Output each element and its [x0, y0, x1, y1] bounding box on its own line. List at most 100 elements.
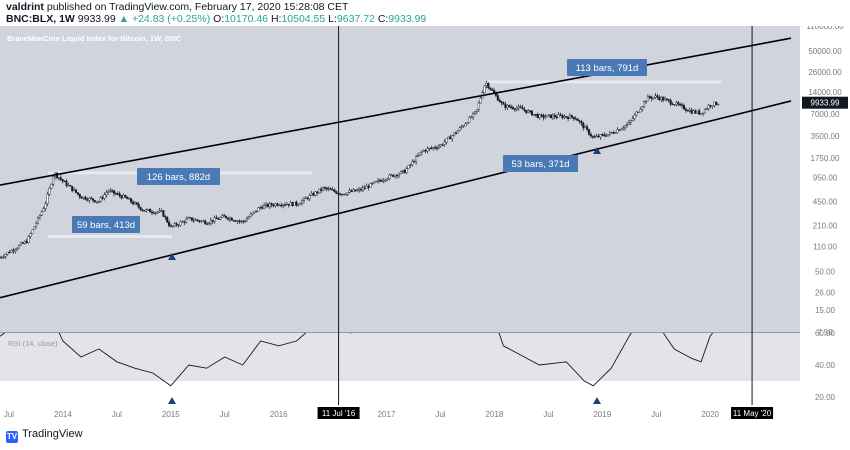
candle-body: [620, 128, 623, 131]
candle-body: [69, 185, 72, 187]
tradingview-logo[interactable]: TV TradingView: [6, 428, 83, 443]
candle-body: [276, 203, 279, 206]
candle-body: [158, 210, 161, 213]
candle-body: [415, 156, 418, 163]
candle-body: [71, 186, 74, 192]
candle-body: [601, 134, 604, 136]
candle-body: [417, 155, 420, 157]
candle-body: [261, 206, 264, 209]
candle-body: [500, 101, 503, 103]
candle-body: [259, 206, 262, 209]
candle-body: [310, 193, 313, 196]
candle-body: [443, 141, 446, 145]
candle-body: [350, 190, 353, 192]
time-marker-label: 11 Jul '16: [322, 409, 356, 418]
candle-body: [299, 203, 302, 205]
candle-body: [506, 105, 509, 108]
candle-body: [550, 114, 553, 119]
candle-body: [238, 220, 241, 222]
candle-body: [519, 106, 522, 108]
candle-body: [280, 204, 283, 207]
rsi-axis-tick: 60.00: [815, 329, 836, 338]
symbol-label[interactable]: BNC:BLX, 1W: [6, 13, 75, 25]
candle-body: [711, 105, 714, 107]
author-name[interactable]: valdrint: [6, 1, 44, 13]
candle-body: [255, 210, 258, 212]
candle-body: [164, 216, 167, 218]
candle-body: [589, 134, 592, 137]
candle-body: [470, 116, 473, 119]
candle-body: [270, 203, 273, 206]
publish-info: valdrint published on TradingView.com, F…: [6, 1, 348, 13]
candle-body: [78, 194, 81, 198]
candle-body: [614, 132, 617, 134]
candle-body: [696, 110, 699, 114]
candle-body: [677, 102, 680, 105]
candle-body: [489, 87, 492, 90]
candle-body: [179, 221, 182, 226]
candle-body: [112, 190, 115, 194]
candle-body: [692, 110, 695, 114]
symbol-info: BNC:BLX, 1W 9933.99 ▲ +24.83 (+0.25%) O:…: [6, 13, 426, 25]
candle-body: [515, 107, 518, 110]
candle-body: [629, 120, 632, 123]
price-axis-tick: 110000.00: [806, 26, 844, 31]
candle-body: [147, 209, 150, 211]
candle-body: [551, 115, 554, 119]
annotation-text: 53 bars, 371d: [511, 159, 569, 170]
candle-body: [447, 136, 450, 139]
candle-body: [354, 189, 357, 192]
candle-body: [633, 114, 636, 119]
candle-body: [548, 114, 551, 116]
candle-body: [610, 132, 613, 134]
candle-body: [591, 135, 594, 138]
candle-body: [399, 171, 402, 175]
price-axis-tick: 15.00: [815, 306, 836, 315]
candle-body: [453, 132, 456, 136]
candle-body: [242, 220, 245, 223]
candle-body: [249, 213, 252, 218]
channel-upper-line: [0, 37, 792, 186]
candle-body: [52, 176, 55, 185]
candle-body: [705, 108, 708, 110]
candle-body: [181, 221, 184, 223]
candle-body: [356, 189, 359, 192]
candle-body: [145, 209, 148, 212]
candle-body: [441, 144, 444, 146]
chart-area[interactable]: 126 bars, 882d 59 bars, 413d 113 bars, 791…: [0, 22, 850, 445]
candle-body: [318, 188, 321, 194]
candle-body: [18, 244, 21, 249]
price-change: ▲ +24.83 (+0.25%): [118, 13, 211, 25]
candle-body: [301, 200, 304, 204]
annotation-text: 59 bars, 413d: [77, 220, 135, 231]
candle-body: [323, 187, 326, 189]
price-axis-tick: 110.00: [813, 242, 837, 251]
candle-body: [42, 208, 45, 212]
time-axis-tick: Jul: [651, 410, 661, 419]
candle-body: [578, 120, 581, 122]
candle-body: [124, 195, 127, 198]
price-axis-tick: 50.00: [815, 267, 836, 276]
time-axis-tick: Jul: [220, 410, 230, 419]
candle-body: [329, 188, 332, 190]
candle-body: [219, 217, 222, 220]
candle-body: [204, 220, 207, 224]
price-chart-svg[interactable]: 126 bars, 882d 59 bars, 413d 113 bars, 791…: [0, 22, 850, 445]
candle-body: [6, 251, 9, 255]
candle-body: [211, 219, 214, 222]
candle-body: [80, 196, 83, 199]
candle-body: [673, 104, 676, 106]
candle-body: [107, 190, 110, 193]
candle-body: [688, 109, 691, 112]
annotation-text: 113 bars, 791d: [576, 63, 639, 74]
candle-body: [287, 203, 290, 206]
annotation-box: [137, 168, 220, 185]
rsi-axis-tick: 40.00: [815, 361, 836, 370]
rsi-group: [0, 333, 714, 387]
time-axis-tick: 2014: [54, 410, 72, 419]
candle-body: [154, 212, 157, 214]
time-axis-tick: Jul: [112, 410, 122, 419]
candle-body: [707, 105, 710, 109]
candle-body: [265, 203, 268, 206]
candle-body: [388, 174, 391, 179]
